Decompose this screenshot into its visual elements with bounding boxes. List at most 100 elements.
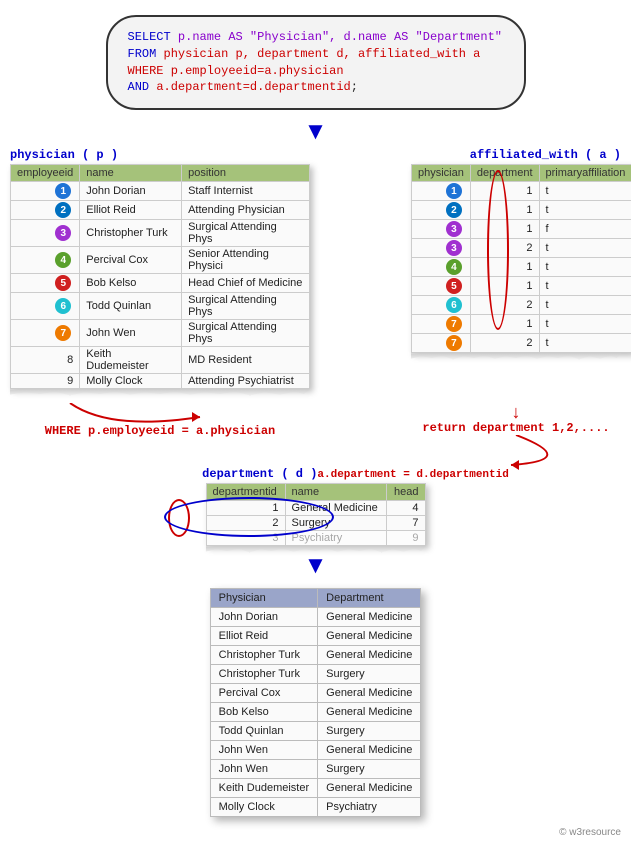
sql-columns: p.name AS "Physician", d.name AS "Depart… [178, 30, 502, 44]
sql-select-kw: SELECT [128, 30, 178, 44]
cell: Todd Quinlan [210, 722, 318, 741]
sql-from-kw: FROM [128, 47, 164, 61]
table-row: 21t [412, 201, 631, 220]
cell: t [539, 277, 631, 296]
col-header: Department [318, 589, 421, 608]
sql-semi: ; [351, 80, 358, 94]
cell: 4 [11, 247, 80, 274]
table-row: John WenSurgery [210, 760, 421, 779]
cell: 1 [11, 182, 80, 201]
cell: Psychiatry [318, 798, 421, 817]
physician-table-container: physician ( p ) employeeidnameposition1J… [10, 148, 310, 395]
cell: John Wen [210, 741, 318, 760]
sql-cond2: a.department=d.departmentid [156, 80, 350, 94]
arrow-down-icon: ▼ [10, 120, 621, 144]
cell: 1 [470, 315, 539, 334]
table-row: Bob KelsoGeneral Medicine [210, 703, 421, 722]
cell: Molly Clock [80, 374, 182, 389]
cell: Bob Kelso [80, 274, 182, 293]
result-table: PhysicianDepartmentJohn DorianGeneral Me… [210, 588, 422, 817]
arrow-down-icon: ▼ [10, 554, 621, 578]
cell: t [539, 182, 631, 201]
cell: t [539, 239, 631, 258]
cell: 1 [470, 277, 539, 296]
sql-line-3: WHERE p.employeeid=a.physician [128, 63, 504, 80]
cell: General Medicine [318, 741, 421, 760]
department-label: department ( d ) [202, 467, 317, 481]
cell: t [539, 296, 631, 315]
col-header: Physician [210, 589, 318, 608]
cell: General Medicine [318, 684, 421, 703]
join2-text: return department 1,2,.... [411, 421, 621, 435]
cell: John Wen [210, 760, 318, 779]
cell: Surgery [318, 722, 421, 741]
cell: 4 [412, 258, 471, 277]
sql-line-2: FROM physician p, department d, affiliat… [128, 46, 504, 63]
join3-text: a.department = d.departmentid [317, 469, 508, 481]
table-row: Molly ClockPsychiatry [210, 798, 421, 817]
col-header: department [470, 165, 539, 182]
cell: General Medicine [318, 779, 421, 798]
cell: 2 [470, 334, 539, 353]
table-row: Todd QuinlanSurgery [210, 722, 421, 741]
table-row: 62t [412, 296, 631, 315]
cell: Surgical Attending Phys [182, 220, 310, 247]
join2-area: ↓ return department 1,2,.... [411, 403, 621, 473]
cell: 2 [206, 516, 285, 531]
cell: Molly Clock [210, 798, 318, 817]
torn-edge [411, 353, 621, 359]
table-row: 41t [412, 258, 631, 277]
deptid-circle-icon [168, 499, 190, 537]
cell: 1 [470, 258, 539, 277]
table-row: John WenGeneral Medicine [210, 741, 421, 760]
id-badge: 1 [55, 183, 71, 199]
curve-arrow-icon [411, 435, 621, 470]
cell: Head Chief of Medicine [182, 274, 310, 293]
cell: 9 [11, 374, 80, 389]
table-row: 32t [412, 239, 631, 258]
cell: t [539, 315, 631, 334]
cell: 8 [11, 347, 80, 374]
table-row: 2Elliot ReidAttending Physician [11, 201, 310, 220]
cell: Todd Quinlan [80, 293, 182, 320]
cell: 1 [470, 201, 539, 220]
id-badge: 3 [55, 225, 71, 241]
table-row: 51t [412, 277, 631, 296]
cell: 2 [412, 201, 471, 220]
col-header: departmentid [206, 484, 285, 501]
cell: Elliot Reid [210, 627, 318, 646]
cell: 7 [412, 315, 471, 334]
id-badge: 7 [446, 316, 462, 332]
col-header: position [182, 165, 310, 182]
col-header: head [387, 484, 425, 501]
cell: 5 [11, 274, 80, 293]
table-row: 2Surgery7 [206, 516, 425, 531]
affiliated-table-container: affiliated_with ( a ) physiciandepartmen… [411, 148, 621, 395]
join1-text: WHERE p.employeeid = a.physician [10, 424, 310, 438]
cell: Bob Kelso [210, 703, 318, 722]
sql-tables: physician p, department d, affiliated_wi… [164, 47, 481, 61]
cell: 1 [412, 182, 471, 201]
cell: 7 [387, 516, 425, 531]
torn-edge [10, 389, 310, 395]
table-row: Elliot ReidGeneral Medicine [210, 627, 421, 646]
cell: 6 [11, 293, 80, 320]
cell: Surgical Attending Phys [182, 293, 310, 320]
cell: t [539, 201, 631, 220]
cell: General Medicine [318, 627, 421, 646]
id-badge: 3 [446, 221, 462, 237]
cell: General Medicine [285, 501, 387, 516]
cell: 3 [206, 531, 285, 546]
physician-label: physician ( p ) [10, 148, 310, 162]
copyright-text: © w3resource [10, 827, 621, 838]
arrow-down-red-icon: ↓ [411, 403, 621, 421]
cell: Psychiatry [285, 531, 387, 546]
cell: 3 [412, 239, 471, 258]
id-badge: 6 [55, 298, 71, 314]
cell: 4 [387, 501, 425, 516]
torn-edge [206, 546, 426, 552]
col-header: employeeid [11, 165, 80, 182]
cell: 3 [412, 220, 471, 239]
cell: t [539, 334, 631, 353]
cell: 5 [412, 277, 471, 296]
